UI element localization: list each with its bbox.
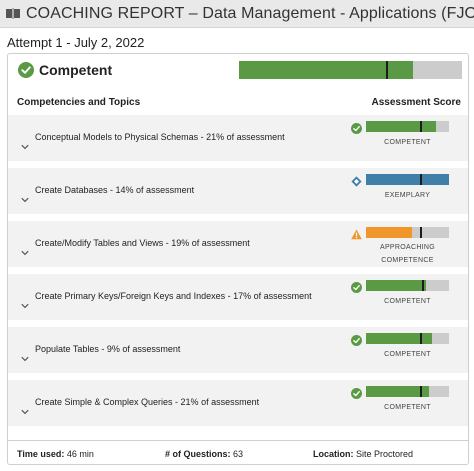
cut-score-marker [419, 333, 422, 344]
score-fill [366, 174, 449, 185]
score-fill [366, 333, 433, 344]
cut-score-marker [419, 386, 422, 397]
competency-label: Create Simple & Complex Queries - 21% of… [35, 397, 260, 407]
location-value: Site Proctored [356, 449, 414, 459]
check-circle-icon [18, 62, 34, 78]
report-footer: Time used: 46 min # of Questions: 63 Loc… [8, 440, 468, 464]
competency-label: Conceptual Models to Physical Schemas - … [35, 132, 285, 142]
competency-label: Create Primary Keys/Foreign Keys and Ind… [35, 291, 312, 301]
cut-score-marker [422, 280, 425, 291]
competency-label: Create Databases - 14% of assessment [35, 185, 195, 195]
level-label: COMPETENT [384, 351, 431, 358]
question-count-value: 63 [233, 449, 244, 459]
diamond-icon [351, 174, 362, 187]
cut-score-marker [419, 174, 422, 185]
location-label: Location: [313, 449, 354, 459]
report-header: COACHING REPORT – Data Management - Appl… [0, 0, 474, 28]
score-fill [366, 227, 413, 238]
attempt-date: Attempt 1 - July 2, 2022 [7, 35, 145, 50]
competencies-column-header: Competencies and Topics [17, 97, 141, 108]
check-circle-icon [351, 386, 362, 399]
time-used: Time used: 46 min [17, 449, 94, 459]
question-count-label: # of Questions: [165, 449, 231, 459]
score-fill [366, 280, 426, 291]
score-bar [366, 227, 449, 238]
cut-score-marker [419, 121, 422, 132]
competency-row[interactable]: Create/Modify Tables and Views - 19% of … [8, 221, 468, 267]
level-label: COMPETENT [384, 404, 431, 411]
chevron-down-icon[interactable] [21, 296, 29, 309]
overall-result: Competent [8, 54, 468, 88]
overall-cut-marker [386, 61, 389, 79]
level-label: EXEMPLARY [384, 192, 431, 199]
score-column-header: Assessment Score [371, 97, 462, 108]
score-fill [366, 121, 436, 132]
level-label: APPROACHING [379, 244, 436, 251]
level-label: COMPETENT [384, 298, 431, 305]
cut-score-marker [419, 227, 422, 238]
score-bar [366, 280, 449, 291]
book-icon [6, 8, 20, 19]
time-used-value: 46 min [66, 449, 94, 459]
chevron-down-icon[interactable] [21, 402, 29, 415]
check-circle-icon [351, 280, 362, 293]
competency-label: Create/Modify Tables and Views - 19% of … [35, 238, 250, 248]
time-used-label: Time used: [17, 449, 65, 459]
warning-icon [351, 227, 362, 240]
competency-row[interactable]: Create Databases - 14% of assessment EXEM… [8, 168, 468, 214]
check-circle-icon [351, 121, 362, 134]
report-card: Competent Competencies and Topics Assess… [7, 53, 469, 465]
check-circle-icon [351, 333, 362, 346]
chevron-down-icon[interactable] [21, 137, 29, 150]
competency-row[interactable]: Create Simple & Complex Queries - 21% of… [8, 380, 468, 426]
score-bar [366, 386, 449, 397]
chevron-down-icon[interactable] [21, 190, 29, 203]
overall-level: Competent [39, 62, 113, 78]
competency-row[interactable]: Conceptual Models to Physical Schemas - … [8, 115, 468, 161]
overall-score-fill [239, 61, 413, 79]
location: Location: Site Proctored [313, 449, 413, 459]
question-count: # of Questions: 63 [165, 449, 243, 459]
competency-row[interactable]: Create Primary Keys/Foreign Keys and Ind… [8, 274, 468, 320]
chevron-down-icon[interactable] [21, 349, 29, 362]
score-fill [366, 386, 430, 397]
score-bar [366, 333, 449, 344]
score-bar [366, 174, 449, 185]
competency-label: Populate Tables - 9% of assessment [35, 344, 181, 354]
level-label: COMPETENCE [381, 257, 434, 264]
competency-row[interactable]: Populate Tables - 9% of assessment COMPET… [8, 327, 468, 373]
report-title: COACHING REPORT – Data Management - Appl… [26, 4, 474, 22]
level-label: COMPETENT [384, 139, 431, 146]
overall-score-bar [239, 61, 462, 79]
chevron-down-icon[interactable] [21, 243, 29, 256]
score-bar [366, 121, 449, 132]
